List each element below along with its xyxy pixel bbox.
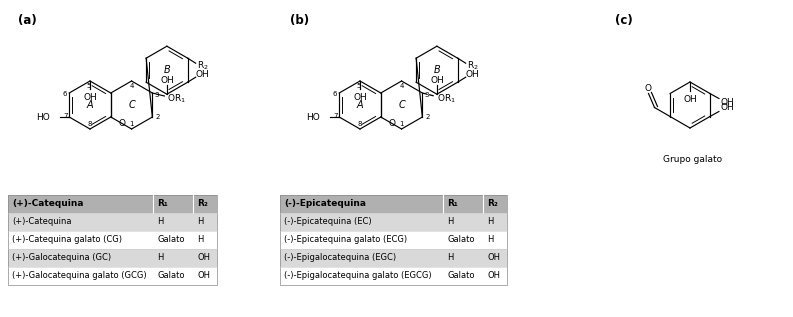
Text: (-)-Epicatequina galato (ECG): (-)-Epicatequina galato (ECG) — [284, 236, 407, 244]
Bar — [8, 231, 217, 249]
Text: 5: 5 — [357, 83, 361, 89]
Text: C: C — [128, 100, 135, 110]
Text: (b): (b) — [290, 14, 309, 27]
Text: R₂: R₂ — [487, 199, 498, 209]
Text: Galato: Galato — [157, 236, 185, 244]
Text: H: H — [197, 236, 203, 244]
Text: Galato: Galato — [157, 271, 185, 281]
Bar — [8, 195, 217, 213]
Text: R$_2$: R$_2$ — [197, 60, 209, 73]
Text: O: O — [389, 120, 396, 128]
Text: 8: 8 — [358, 121, 362, 127]
Text: 3: 3 — [154, 92, 159, 98]
Text: Galato: Galato — [447, 271, 474, 281]
Text: OH: OH — [197, 271, 210, 281]
Text: (+)-Catequina: (+)-Catequina — [12, 217, 71, 227]
Text: HO: HO — [306, 113, 320, 121]
Bar — [280, 213, 507, 231]
Text: 8: 8 — [88, 121, 92, 127]
Text: OH: OH — [160, 76, 174, 85]
Text: 2: 2 — [425, 114, 430, 120]
Bar — [280, 249, 507, 267]
Text: 3: 3 — [424, 92, 428, 98]
Text: H: H — [487, 217, 493, 227]
Text: (+)-Galocatequina (GC): (+)-Galocatequina (GC) — [12, 254, 111, 262]
Text: OH: OH — [720, 98, 734, 107]
Text: 5: 5 — [86, 83, 91, 89]
Text: OH: OH — [487, 254, 500, 262]
Text: O: O — [645, 84, 652, 93]
Text: OH: OH — [465, 70, 480, 79]
Text: 6: 6 — [333, 91, 338, 97]
Text: OR$_1$: OR$_1$ — [167, 93, 186, 105]
Text: HO: HO — [36, 113, 50, 121]
Text: (+)-Catequina galato (CG): (+)-Catequina galato (CG) — [12, 236, 122, 244]
Text: 4: 4 — [400, 83, 404, 89]
Text: O: O — [119, 120, 125, 128]
Text: R₁: R₁ — [157, 199, 168, 209]
Text: (a): (a) — [18, 14, 36, 27]
Text: B: B — [163, 65, 170, 75]
Text: OR$_1$: OR$_1$ — [437, 93, 456, 105]
Text: OH: OH — [683, 94, 697, 103]
Text: C: C — [398, 100, 405, 110]
Text: (-)-Epicatequina (EC): (-)-Epicatequina (EC) — [284, 217, 372, 227]
Text: R₁: R₁ — [447, 199, 458, 209]
Text: R$_2$: R$_2$ — [467, 60, 478, 73]
Text: OH: OH — [720, 103, 734, 112]
Text: 6: 6 — [63, 91, 67, 97]
Bar — [280, 195, 507, 213]
Text: OH: OH — [487, 271, 500, 281]
Text: OH: OH — [353, 94, 367, 102]
Text: OH: OH — [430, 76, 444, 85]
Text: (-)-Epigalocatequina galato (EGCG): (-)-Epigalocatequina galato (EGCG) — [284, 271, 431, 281]
Bar — [8, 249, 217, 267]
Text: A: A — [86, 100, 94, 110]
Text: 2: 2 — [155, 114, 159, 120]
Text: 1: 1 — [129, 121, 134, 127]
Text: Grupo galato: Grupo galato — [664, 155, 722, 164]
Bar — [8, 195, 217, 285]
Text: R₂: R₂ — [197, 199, 208, 209]
Text: (+)-Catequina: (+)-Catequina — [12, 199, 83, 209]
Text: H: H — [157, 254, 163, 262]
Text: (c): (c) — [615, 14, 633, 27]
Bar — [8, 267, 217, 285]
Text: 7: 7 — [63, 113, 67, 119]
Text: OH: OH — [196, 70, 209, 79]
Text: H: H — [447, 254, 454, 262]
Text: 7: 7 — [333, 113, 338, 119]
Text: H: H — [157, 217, 163, 227]
Text: (-)-Epigalocatequina (EGC): (-)-Epigalocatequina (EGC) — [284, 254, 396, 262]
Text: H: H — [487, 236, 493, 244]
Text: OH: OH — [197, 254, 210, 262]
Text: (-)-Epicatequina: (-)-Epicatequina — [284, 199, 366, 209]
Bar — [280, 231, 507, 249]
Bar — [280, 195, 507, 285]
Text: 1: 1 — [400, 121, 404, 127]
Text: OH: OH — [83, 94, 97, 102]
Text: B: B — [434, 65, 440, 75]
Text: Galato: Galato — [447, 236, 474, 244]
Text: H: H — [197, 217, 203, 227]
Text: H: H — [447, 217, 454, 227]
Text: 4: 4 — [129, 83, 134, 89]
Text: A: A — [357, 100, 363, 110]
Bar — [8, 213, 217, 231]
Text: (+)-Galocatequina galato (GCG): (+)-Galocatequina galato (GCG) — [12, 271, 147, 281]
Bar — [280, 267, 507, 285]
